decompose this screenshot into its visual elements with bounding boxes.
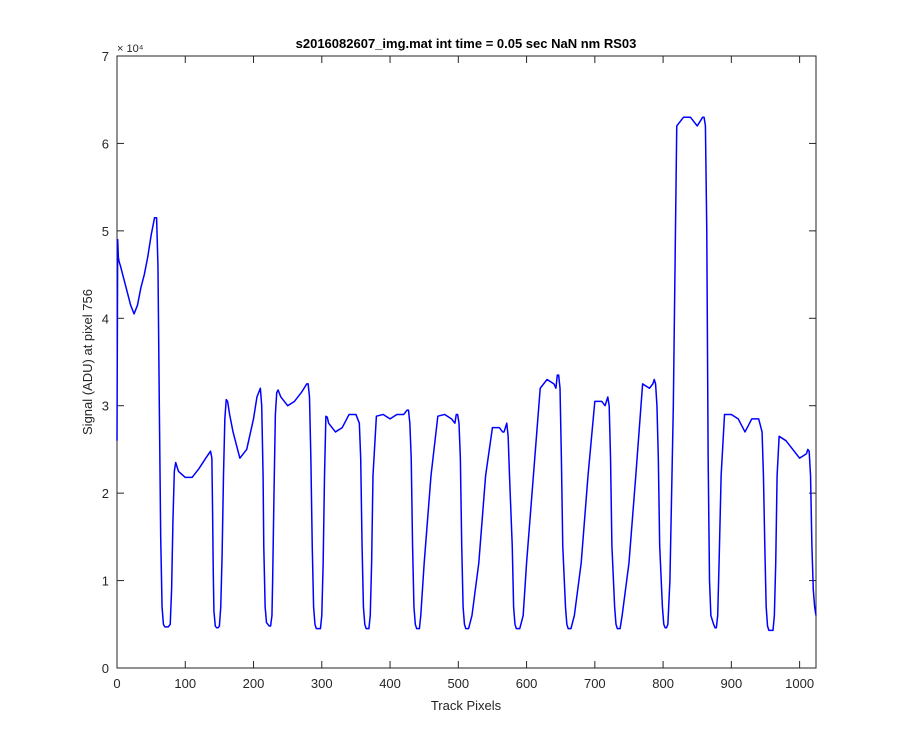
x-tick-label: 600 — [516, 676, 538, 691]
y-tick-label: 0 — [102, 661, 109, 676]
y-tick-label: 1 — [102, 574, 109, 589]
x-tick-label: 400 — [379, 676, 401, 691]
plot-area — [116, 55, 817, 669]
y-tick-label: 6 — [102, 136, 109, 151]
x-tick-label: 1000 — [785, 676, 814, 691]
y-tick-label: 2 — [102, 486, 109, 501]
x-tick-label: 0 — [113, 676, 120, 691]
chart-title: s2016082607_img.mat int time = 0.05 sec … — [296, 36, 637, 51]
x-tick-label: 800 — [652, 676, 674, 691]
x-tick-label: 500 — [447, 676, 469, 691]
series-line — [116, 116, 817, 632]
x-axis-ticks: 0 100 200 300 400 500 600 700 800 900 1000 — [113, 56, 814, 691]
x-axis-label: Track Pixels — [431, 698, 502, 713]
x-tick-label: 300 — [311, 676, 333, 691]
y-tick-label: 7 — [102, 49, 109, 64]
y-tick-label: 5 — [102, 224, 109, 239]
x-tick-label: 700 — [584, 676, 606, 691]
x-tick-label: 100 — [174, 676, 196, 691]
x-tick-label: 900 — [721, 676, 743, 691]
y-axis-multiplier: × 10⁴ — [117, 43, 144, 55]
y-tick-label: 4 — [102, 311, 109, 326]
y-axis-label: Signal (ADU) at pixel 756 — [80, 289, 95, 435]
y-tick-label: 3 — [102, 399, 109, 414]
x-tick-label: 200 — [243, 676, 265, 691]
